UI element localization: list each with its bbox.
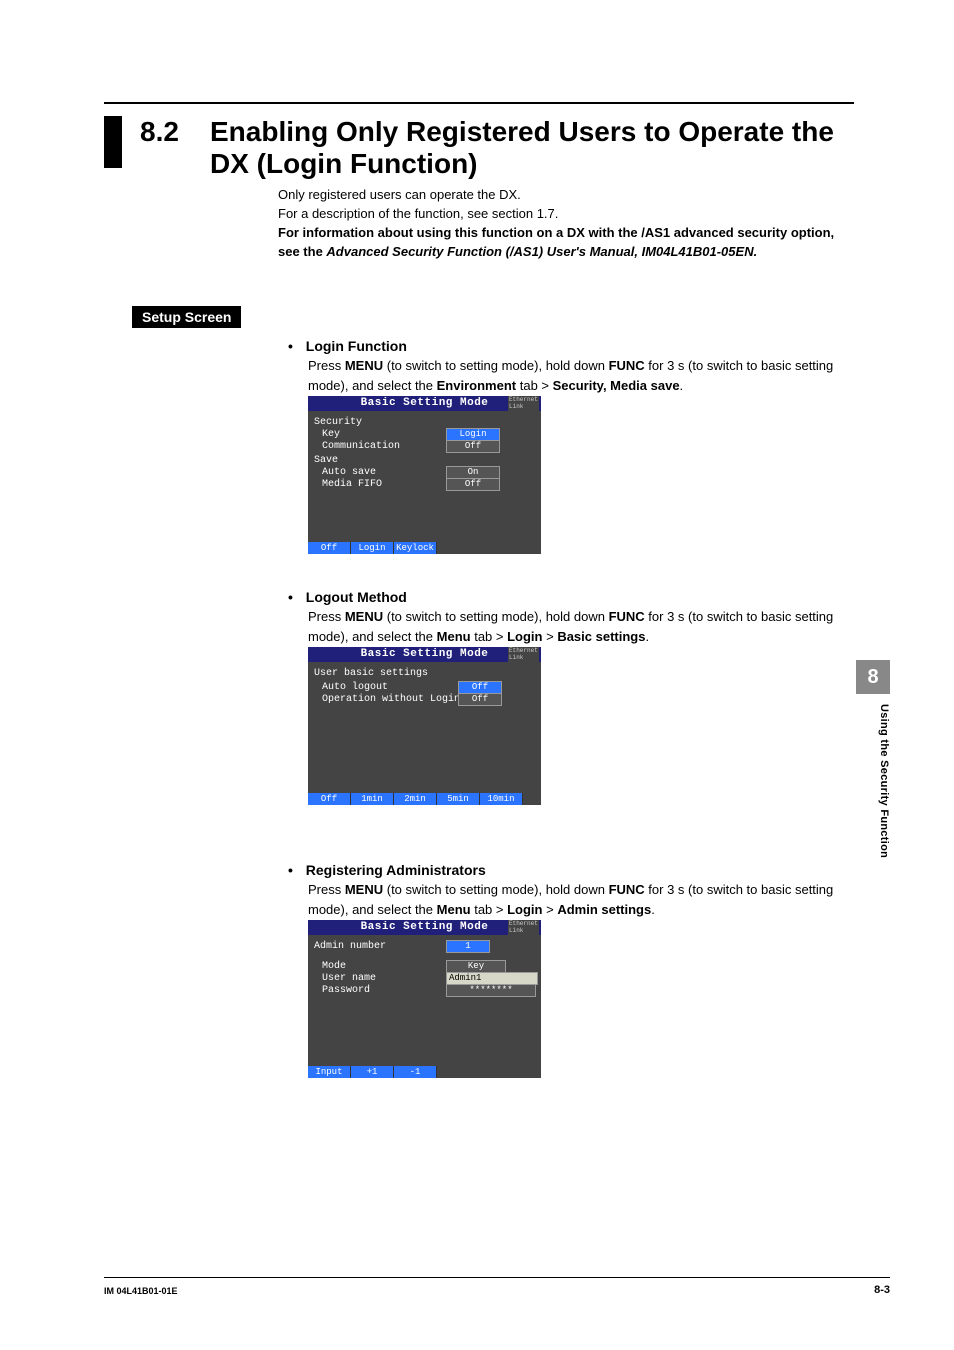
screen-label: Auto logout: [322, 682, 388, 693]
bullet-title-text: Registering Administrators: [306, 862, 486, 878]
screen-label: Admin number: [314, 941, 386, 952]
bullet-title-text: Logout Method: [306, 589, 407, 605]
kw-menu: MENU: [345, 609, 383, 624]
bullet-body: Press MENU (to switch to setting mode), …: [308, 880, 854, 919]
screen-label: Communication: [322, 441, 400, 452]
screen-label: Password: [322, 985, 370, 996]
kw-func: FUNC: [609, 609, 645, 624]
screen-label: Operation without Login: [322, 694, 460, 705]
footer-left: IM 04L41B01-01E: [104, 1286, 178, 1296]
softkey[interactable]: 10min: [480, 793, 523, 805]
softkey[interactable]: Off: [308, 542, 351, 554]
device-screen: Basic Setting ModeEthernet Link Admin num…: [308, 920, 541, 1078]
screen-body: SecurityKeyCommunication SaveAuto saveMed…: [308, 411, 541, 542]
softkey-bar: OffLoginKeylock: [308, 542, 541, 554]
kw-func: FUNC: [609, 882, 645, 897]
body-mid3: tab >: [471, 902, 508, 917]
softkey[interactable]: Keylock: [394, 542, 437, 554]
ethernet-indicator-icon: Ethernet Link: [508, 396, 539, 411]
softkey[interactable]: Input: [308, 1066, 351, 1078]
body-post: .: [645, 629, 649, 644]
softkey-bar: Off1min2min5min10min: [308, 793, 541, 805]
softkey[interactable]: 5min: [437, 793, 480, 805]
bullet-title-text: Login Function: [306, 338, 407, 354]
section-number: 8.2: [140, 116, 179, 148]
screen-body: User basic settings Auto logoutOperation …: [308, 662, 541, 793]
footer-right: 8-3: [874, 1284, 890, 1296]
softkey[interactable]: Off: [308, 793, 351, 805]
kw-func: FUNC: [609, 358, 645, 373]
screen-titlebar: Basic Setting Mode: [308, 920, 541, 935]
kw-tab: Environment: [437, 378, 516, 393]
intro-line2: For a description of the function, see s…: [278, 206, 558, 221]
device-screen: Basic Setting ModeEthernet LinkUser basi…: [308, 647, 541, 805]
body-mid1: (to switch to setting mode), hold down: [383, 609, 608, 624]
body-pre: Press: [308, 358, 345, 373]
body-mid3: tab >: [471, 629, 508, 644]
section-mark: [104, 116, 122, 168]
bullet-title: • Logout Method: [288, 589, 407, 605]
bullet-body: Press MENU (to switch to setting mode), …: [308, 356, 854, 395]
body-post: .: [651, 902, 655, 917]
top-rule: [104, 102, 854, 104]
section-title: Enabling Only Registered Users to Operat…: [210, 116, 854, 180]
kw-menu: MENU: [345, 358, 383, 373]
screen-label: Auto save: [322, 467, 376, 478]
screen-field[interactable]: Off: [446, 478, 500, 491]
kw-path2: Admin settings: [557, 902, 651, 917]
softkey[interactable]: 1min: [351, 793, 394, 805]
screen-titlebar: Basic Setting Mode: [308, 647, 541, 662]
body-mid4: >: [542, 902, 557, 917]
softkey-bar: Input+1-1: [308, 1066, 541, 1078]
softkey[interactable]: +1: [351, 1066, 394, 1078]
screen-field[interactable]: ********: [446, 984, 536, 997]
softkey[interactable]: Login: [351, 542, 394, 554]
kw-path1: Login: [507, 902, 542, 917]
chapter-tab-number: 8: [856, 660, 890, 694]
screen-label: Save: [314, 455, 338, 466]
screen-label: Key: [322, 429, 340, 440]
bullet-title: • Registering Administrators: [288, 862, 486, 878]
screen-titlebar: Basic Setting Mode: [308, 396, 541, 411]
body-pre: Press: [308, 609, 345, 624]
body-mid1: (to switch to setting mode), hold down: [383, 358, 608, 373]
screen-label: Security: [314, 417, 362, 428]
kw-path2: Basic settings: [557, 629, 645, 644]
device-screen: Basic Setting ModeEthernet LinkSecurityK…: [308, 396, 541, 554]
kw-tab: Menu: [437, 902, 471, 917]
chapter-tab-text: Using the Security Function: [856, 704, 890, 858]
screen-body: Admin numberModeUser namePassword1KeyAdm…: [308, 935, 541, 1066]
body-mid4: >: [542, 629, 557, 644]
screen-label: User basic settings: [314, 668, 428, 679]
body-post: .: [680, 378, 684, 393]
setup-screen-heading: Setup Screen: [132, 306, 241, 328]
page: 8.2 Enabling Only Registered Users to Op…: [0, 0, 954, 1350]
intro-line1: Only registered users can operate the DX…: [278, 187, 521, 202]
screen-field[interactable]: Off: [458, 693, 502, 706]
kw-tab: Menu: [437, 629, 471, 644]
kw-path1: Login: [507, 629, 542, 644]
kw-menu: MENU: [345, 882, 383, 897]
body-mid3: tab >: [516, 378, 553, 393]
ethernet-indicator-icon: Ethernet Link: [508, 647, 539, 662]
bullet-body: Press MENU (to switch to setting mode), …: [308, 607, 854, 646]
softkey[interactable]: 2min: [394, 793, 437, 805]
bullet-title: • Login Function: [288, 338, 407, 354]
intro-text: Only registered users can operate the DX…: [278, 186, 854, 261]
screen-label: User name: [322, 973, 376, 984]
body-mid1: (to switch to setting mode), hold down: [383, 882, 608, 897]
screen-label: Media FIFO: [322, 479, 382, 490]
ethernet-indicator-icon: Ethernet Link: [508, 920, 539, 935]
screen-field[interactable]: Off: [446, 440, 500, 453]
body-pre: Press: [308, 882, 345, 897]
softkey[interactable]: -1: [394, 1066, 437, 1078]
kw-path1: Security, Media save: [553, 378, 680, 393]
screen-label: Mode: [322, 961, 346, 972]
footer-rule: [104, 1277, 890, 1278]
chapter-tab: 8 Using the Security Function: [856, 660, 890, 930]
intro-line3b: Advanced Security Function (/AS1) User's…: [326, 244, 757, 259]
screen-field[interactable]: 1: [446, 940, 490, 953]
